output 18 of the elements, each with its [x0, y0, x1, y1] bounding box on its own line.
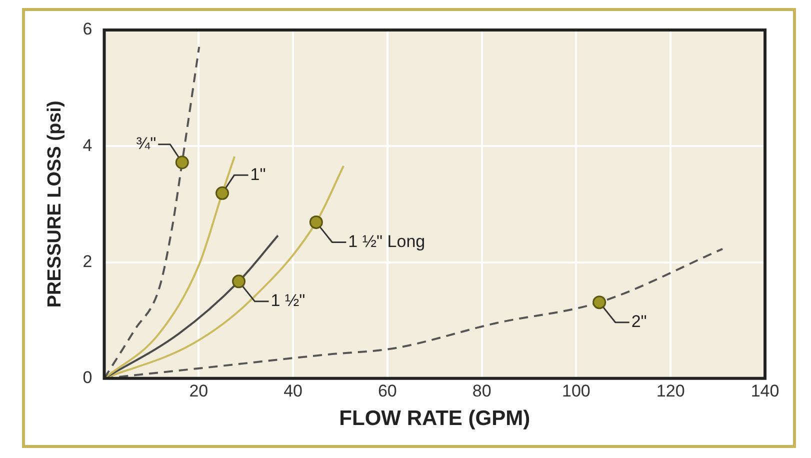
annotation: ¾" [136, 134, 156, 154]
annotation: 1 ½" [270, 291, 306, 310]
x-tick-label: 120 [656, 381, 685, 400]
y-tick-label: 0 [82, 368, 92, 388]
x-tick-label: 60 [378, 381, 397, 400]
x-tick-label: 100 [562, 381, 590, 400]
x-axis-title: FLOW RATE (GPM) [339, 407, 530, 430]
y-tick-label: 2 [82, 252, 92, 271]
x-tick-label: 20 [189, 381, 208, 400]
y-tick-label: 4 [82, 136, 92, 155]
annotation: 1" [250, 164, 266, 184]
x-tick-label: 80 [472, 381, 492, 400]
y-tick-label: 6 [82, 20, 92, 39]
annotation: 1 ½" Long [348, 232, 426, 251]
annotation: 2" [631, 312, 647, 332]
x-tick-label: 140 [750, 381, 780, 400]
x-tick-label: 40 [284, 381, 302, 400]
y-axis-title: PRESSURE LOSS (psi) [44, 100, 66, 308]
